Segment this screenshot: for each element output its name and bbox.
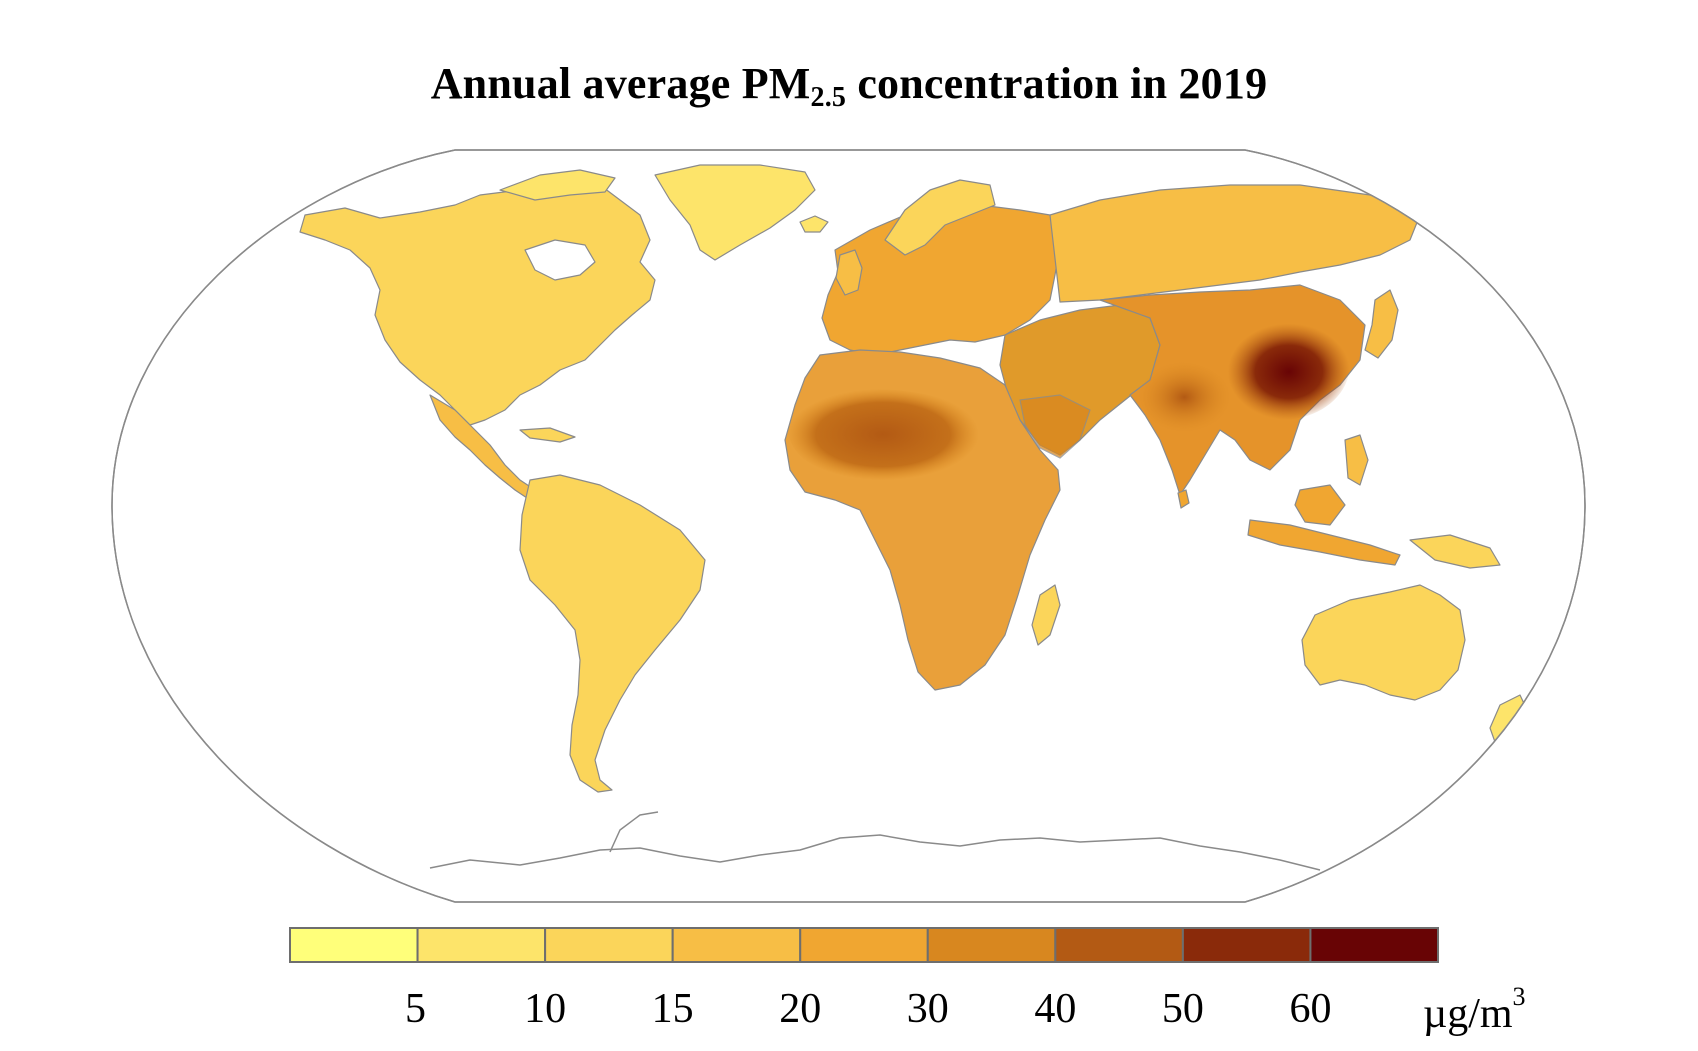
sahara-hotspot bbox=[787, 388, 979, 481]
legend-swatch bbox=[799, 927, 929, 963]
iceland bbox=[799, 215, 829, 233]
globe-border bbox=[111, 149, 1586, 903]
tick-label: 30 bbox=[906, 986, 949, 1032]
arctic-islands bbox=[499, 169, 616, 201]
tick-label: 40 bbox=[1034, 986, 1077, 1032]
british-isles bbox=[835, 249, 863, 296]
legend-swatch bbox=[1309, 927, 1440, 963]
madagascar bbox=[1031, 584, 1061, 646]
north-asia bbox=[1049, 184, 1421, 303]
japan bbox=[1364, 289, 1399, 359]
tick-label: 20 bbox=[779, 986, 822, 1032]
tick-label: 15 bbox=[651, 986, 694, 1032]
new-guinea bbox=[1409, 534, 1501, 569]
antarctic-peninsula bbox=[609, 811, 659, 853]
legend-swatch bbox=[544, 927, 674, 963]
legend-unit: µg/m3 bbox=[1423, 982, 1526, 1037]
china-hotspot bbox=[1227, 323, 1351, 420]
arabia bbox=[1019, 394, 1091, 459]
south-america bbox=[519, 474, 706, 793]
cuba bbox=[519, 427, 576, 443]
map-title: Annual average PM2.5 concentration in 20… bbox=[430, 59, 1268, 113]
india-hotspot bbox=[1138, 361, 1231, 433]
legend-swatch bbox=[416, 927, 547, 963]
antarctica-coast bbox=[429, 834, 1321, 871]
legend-swatch bbox=[1054, 927, 1184, 963]
tick-label: 50 bbox=[1161, 986, 1204, 1032]
hudson-bay bbox=[524, 239, 596, 281]
greenland bbox=[654, 164, 816, 261]
australia bbox=[1301, 584, 1466, 701]
scandinavia bbox=[884, 179, 996, 256]
legend-swatch bbox=[1181, 927, 1312, 963]
indonesia bbox=[1247, 519, 1401, 566]
tick-label: 60 bbox=[1289, 986, 1332, 1032]
legend-swatch bbox=[926, 927, 1057, 963]
sri-lanka bbox=[1177, 489, 1190, 509]
borneo bbox=[1294, 484, 1346, 526]
legend-swatch bbox=[671, 927, 802, 963]
legend-swatch bbox=[289, 927, 419, 963]
tick-label: 5 bbox=[405, 986, 427, 1032]
tick-label: 10 bbox=[524, 986, 567, 1032]
philippines bbox=[1344, 434, 1369, 486]
